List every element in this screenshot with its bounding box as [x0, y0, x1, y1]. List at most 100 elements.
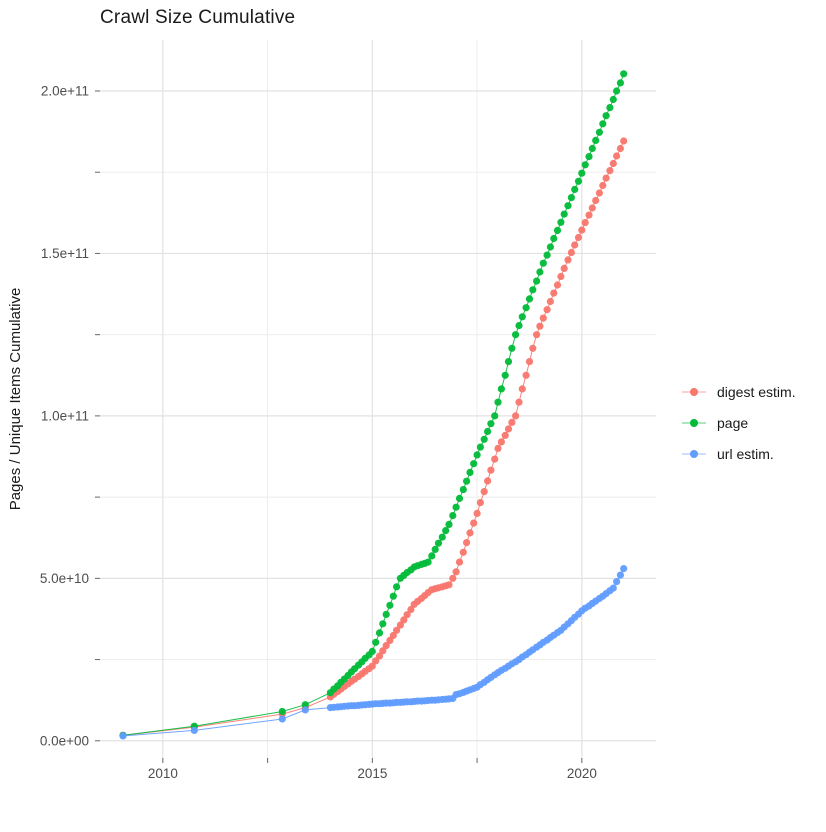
data-point [609, 584, 617, 592]
data-point [546, 243, 555, 251]
data-point [407, 605, 415, 614]
data-point [372, 657, 380, 665]
x-tick-label: 2020 [567, 766, 597, 781]
data-point [606, 104, 614, 112]
data-point [452, 503, 460, 511]
data-point [480, 488, 488, 496]
data-point [585, 211, 593, 219]
series-url-estim [119, 565, 628, 740]
data-point [616, 571, 625, 579]
legend-item-digest-estim: digest estim. [681, 381, 796, 402]
data-point [529, 344, 537, 352]
data-point [571, 185, 579, 193]
y-tick-label: 1.5e+11 [41, 246, 89, 261]
data-point [560, 210, 568, 218]
data-point [620, 565, 628, 573]
data-point [434, 539, 443, 547]
data-point [592, 196, 600, 205]
data-point [525, 295, 534, 303]
data-point [497, 438, 505, 446]
legend-label: digest estim. [717, 383, 796, 400]
data-point [578, 226, 586, 234]
data-point [515, 322, 523, 330]
data-point [301, 706, 309, 714]
data-point [449, 574, 457, 582]
data-point [533, 277, 541, 285]
data-point [595, 189, 604, 197]
data-point [578, 169, 586, 177]
data-point [452, 568, 460, 576]
data-point [190, 726, 198, 735]
data-point [518, 313, 526, 321]
data-point [550, 234, 558, 243]
data-point [445, 581, 453, 589]
data-point [504, 425, 513, 433]
data-point [533, 331, 541, 339]
data-point [466, 529, 474, 537]
data-point [529, 286, 537, 294]
legend-item-page: page [681, 412, 796, 433]
data-point [372, 638, 380, 646]
data-point [553, 226, 562, 234]
y-tick-label: 2.0e+11 [41, 84, 89, 99]
y-axis-title: Pages / Unique Items Cumulative [7, 288, 24, 511]
data-point [588, 204, 596, 212]
data-point [616, 79, 625, 87]
data-point [463, 539, 471, 547]
data-point [620, 137, 628, 145]
data-point [396, 621, 404, 629]
data-point [536, 268, 544, 276]
data-point [595, 128, 604, 136]
data-point [581, 161, 589, 169]
data-point [368, 647, 376, 656]
data-point [550, 289, 558, 297]
data-point [571, 241, 579, 249]
data-point [613, 578, 621, 586]
legend-item-url-estim: url estim. [681, 443, 796, 464]
data-point [455, 494, 464, 502]
data-point [438, 533, 446, 541]
data-point [585, 153, 593, 161]
data-point [511, 412, 520, 420]
data-point [620, 70, 628, 78]
legend-key-url-icon [682, 449, 706, 458]
data-point [522, 371, 530, 379]
data-point [588, 144, 596, 153]
data-point [379, 620, 387, 628]
legend-key-page-icon [682, 418, 706, 427]
data-point [278, 715, 286, 723]
data-point [393, 583, 401, 591]
data-point [602, 112, 610, 120]
axis-ticks [95, 90, 583, 763]
data-point [375, 629, 384, 637]
data-point [389, 592, 397, 600]
data-point [613, 87, 621, 95]
y-axis-labels: 0.0e+00 5.0e+10 1.0e+11 1.5e+11 2.0e+11 [40, 84, 89, 749]
data-point [484, 477, 492, 485]
data-point [522, 304, 530, 312]
data-point [400, 616, 408, 624]
data-point [403, 611, 411, 619]
data-point [564, 256, 572, 264]
data-point [473, 509, 481, 517]
legend-label: page [717, 414, 749, 431]
data-point [616, 144, 625, 153]
data-point [567, 248, 576, 257]
gridlines-major [100, 40, 656, 758]
data-point [609, 95, 617, 104]
data-point [445, 520, 453, 529]
data-point [494, 398, 502, 406]
data-point [599, 120, 607, 128]
data-point [536, 322, 544, 330]
data-point [393, 626, 401, 634]
data-point [386, 601, 394, 609]
data-point [574, 177, 583, 185]
data-point [459, 486, 467, 494]
data-point [470, 519, 478, 527]
data-point [442, 527, 450, 535]
data-point [382, 642, 390, 650]
data-point [557, 218, 565, 226]
data-point [539, 259, 547, 267]
